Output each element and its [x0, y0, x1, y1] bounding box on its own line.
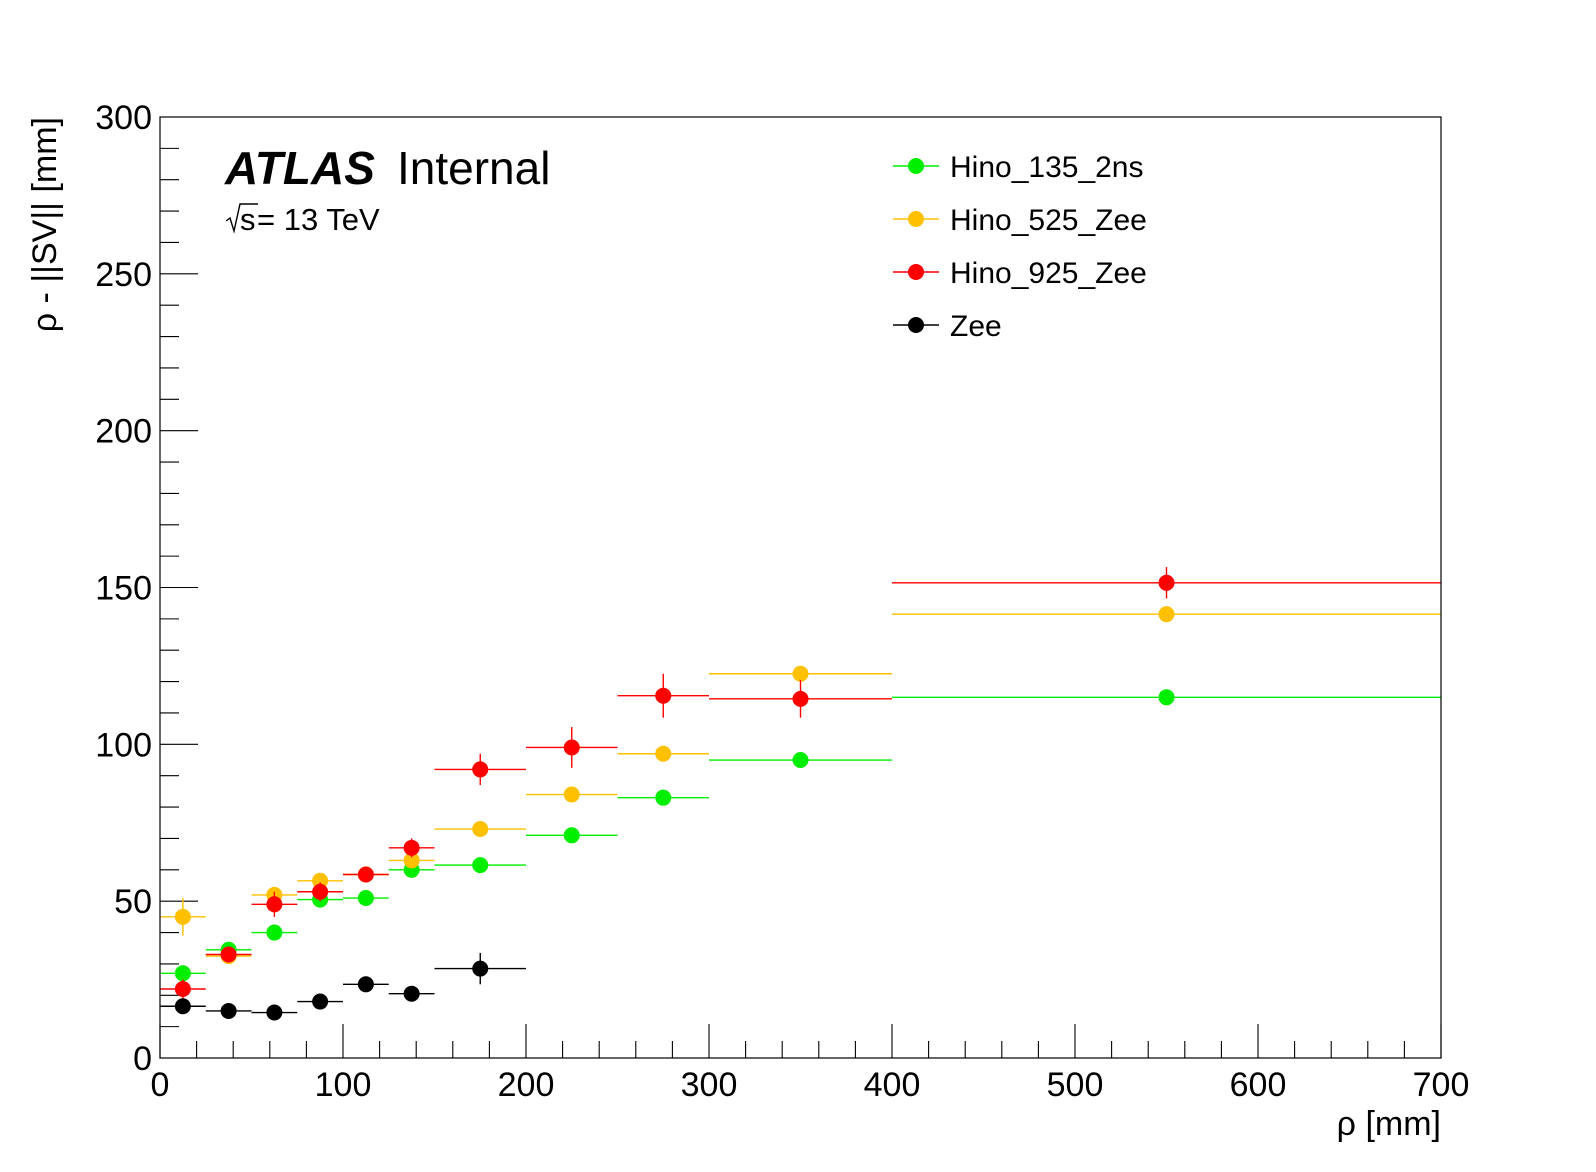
y-tick-label: 0 — [133, 1040, 152, 1078]
data-point — [472, 960, 489, 977]
sqrt-symbol — [225, 203, 258, 234]
x-axis-label: ρ [mm] — [1337, 1105, 1441, 1143]
x-tick-label: 100 — [315, 1066, 372, 1104]
data-point — [357, 890, 374, 907]
y-tick-label: 50 — [114, 883, 152, 921]
data-point — [792, 752, 809, 769]
data-point — [563, 739, 580, 756]
data-point — [220, 946, 237, 963]
internal-label: Internal — [397, 142, 550, 194]
x-tick-label: 700 — [1413, 1066, 1470, 1104]
data-point — [266, 924, 283, 941]
plot-frame — [159, 116, 1442, 1059]
energy-label-value: = 13 TeV — [257, 202, 380, 237]
data-points — [160, 567, 1441, 1021]
legend-marker — [908, 317, 924, 333]
data-point — [403, 852, 420, 869]
data-point — [312, 883, 329, 900]
data-point — [1158, 689, 1175, 706]
data-point — [792, 690, 809, 707]
data-point — [357, 866, 374, 883]
data-point — [403, 839, 420, 856]
energy-label-root: s — [240, 202, 256, 237]
x-tick-label: 500 — [1047, 1066, 1104, 1104]
y-tick-label: 300 — [95, 99, 152, 137]
data-point — [174, 980, 191, 997]
data-point — [655, 687, 672, 704]
tick-labels: 0 100 200 300 400 500 600 700 0 50 100 150 200 250 300 — [95, 99, 1469, 1104]
y-tick-label: 200 — [95, 413, 152, 451]
series-Hino_925_Zee — [160, 567, 1441, 999]
x-tick-label: 200 — [498, 1066, 555, 1104]
legend-item: Hino_925_Zee — [893, 257, 1147, 290]
x-tick-label: 0 — [151, 1066, 170, 1104]
data-point — [472, 857, 489, 874]
data-point — [792, 665, 809, 682]
legend-marker — [908, 264, 924, 280]
legend: Hino_135_2ns Hino_525_Zee Hino_925_Zee Zee — [893, 151, 1147, 343]
y-axis-label: ρ - ||SV|| [mm] — [26, 117, 64, 332]
y-tick-label: 100 — [95, 726, 152, 764]
y-tick-label: 150 — [95, 570, 152, 608]
data-point — [563, 786, 580, 803]
x-tick-label: 400 — [864, 1066, 921, 1104]
data-point — [174, 965, 191, 982]
atlas-label: ATLAS — [224, 142, 375, 194]
data-point — [266, 1004, 283, 1021]
data-point — [357, 976, 374, 993]
data-point — [220, 1002, 237, 1019]
data-point — [312, 993, 329, 1010]
x-tick-label: 600 — [1230, 1066, 1287, 1104]
data-point — [312, 872, 329, 889]
data-point — [266, 896, 283, 913]
legend-label: Zee — [950, 310, 1002, 343]
y-tick-label: 250 — [95, 256, 152, 294]
data-point — [472, 821, 489, 838]
legend-item: Zee — [893, 310, 1002, 343]
legend-marker — [908, 211, 924, 227]
data-point — [472, 761, 489, 778]
legend-marker — [908, 158, 924, 174]
legend-item: Hino_135_2ns — [893, 151, 1144, 184]
data-point — [1158, 606, 1175, 623]
legend-label: Hino_525_Zee — [950, 204, 1147, 237]
energy-label: s = 13 TeV — [225, 202, 380, 237]
x-tick-label: 300 — [681, 1066, 738, 1104]
data-point — [403, 985, 420, 1002]
data-point — [563, 827, 580, 844]
data-point — [1158, 574, 1175, 591]
data-point — [174, 998, 191, 1015]
data-point — [655, 745, 672, 762]
data-point — [655, 789, 672, 806]
legend-item: Hino_525_Zee — [893, 204, 1147, 237]
legend-label: Hino_925_Zee — [950, 257, 1147, 290]
series-Zee — [160, 952, 526, 1021]
data-point — [174, 908, 191, 925]
legend-label: Hino_135_2ns — [950, 151, 1144, 184]
